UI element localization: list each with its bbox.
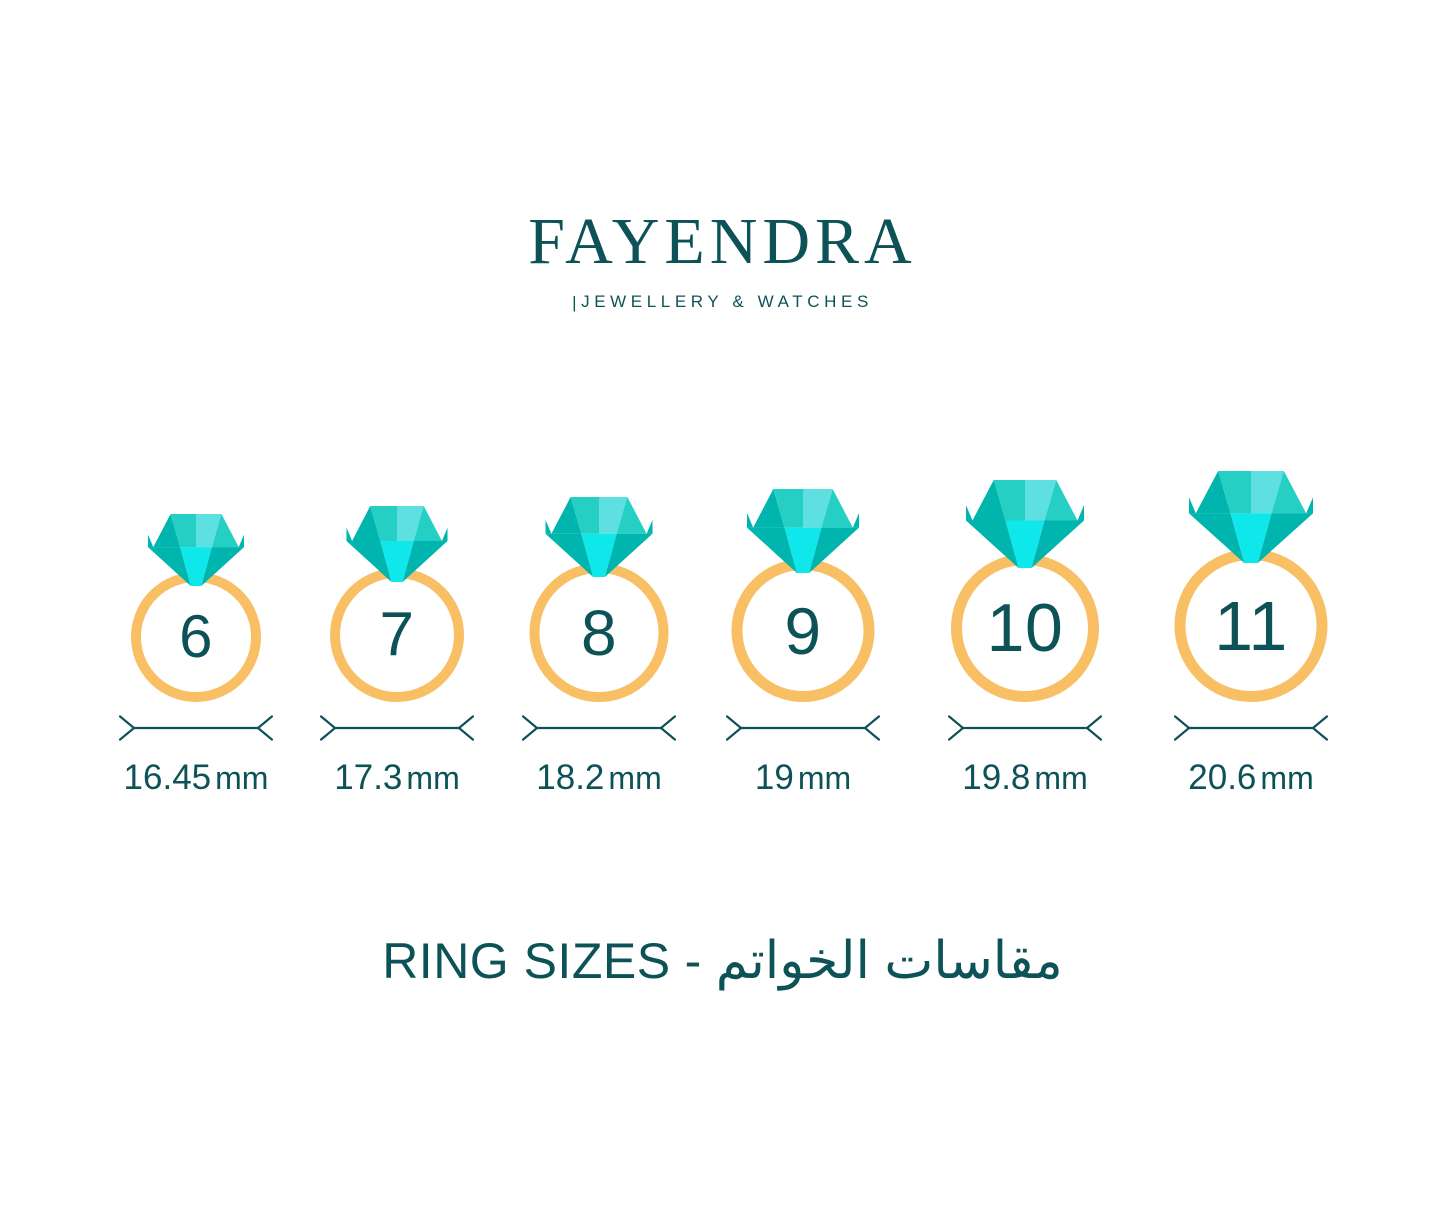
diameter-unit: mm <box>406 760 460 796</box>
diamond-icon <box>966 480 1084 568</box>
ring-size-column[interactable]: 10 19.8 mm <box>915 440 1135 820</box>
chart-title-arabic: مقاسات الخواتم <box>715 932 1063 990</box>
tagline-text: JEWELLERY & WATCHES <box>581 292 873 311</box>
ring-size-number: 10 <box>986 590 1064 666</box>
diameter-label: 20.6 mm <box>1141 758 1361 798</box>
tagline-bar-glyph: | <box>572 293 582 312</box>
chart-title-english: RING SIZES <box>382 933 671 989</box>
chart-title-separator: - <box>684 933 702 989</box>
diameter-value: 17.3 <box>334 758 403 797</box>
diameter-unit: mm <box>608 760 662 796</box>
diamond-icon <box>346 506 448 582</box>
diamond-icon <box>747 489 859 573</box>
ring-size-column[interactable]: 9 19 mm <box>693 440 913 820</box>
dimension-arrow <box>725 710 881 746</box>
diameter-value: 20.6 <box>1188 758 1257 797</box>
diameter-label: 18.2 mm <box>489 758 709 798</box>
diameter-value: 18.2 <box>536 758 605 797</box>
ring-size-number: 6 <box>179 603 213 670</box>
ring-size-number: 11 <box>1214 586 1288 665</box>
diamond-icon <box>148 514 244 586</box>
brand-name: FAYENDRA <box>528 205 917 278</box>
dimension-arrow <box>118 710 274 746</box>
ring-size-column[interactable]: 8 18.2 mm <box>489 440 709 820</box>
diameter-label: 16.45 mm <box>86 758 306 798</box>
diameter-unit: mm <box>1034 760 1088 796</box>
ring-size-number: 9 <box>784 593 822 668</box>
diameter-label: 19.8 mm <box>915 758 1135 798</box>
dimension-arrow <box>319 710 475 746</box>
diameter-label: 19 mm <box>693 758 913 798</box>
diameter-unit: mm <box>1260 760 1314 796</box>
ring-size-number: 7 <box>379 600 415 669</box>
dimension-arrow <box>1173 710 1329 746</box>
brand-logo: FAYENDRA |JEWELLERY & WATCHES <box>0 205 1445 313</box>
dimension-arrow <box>947 710 1103 746</box>
diameter-unit: mm <box>797 760 852 796</box>
diameter-label: 17.3 mm <box>287 758 507 798</box>
brand-tagline: |JEWELLERY & WATCHES <box>0 292 1445 312</box>
ring-size-number: 8 <box>580 596 618 669</box>
diamond-icon <box>545 497 653 577</box>
chart-title: RING SIZES - مقاسات الخواتم <box>0 930 1445 992</box>
ring-size-column[interactable]: 6 16.45 mm <box>86 440 306 820</box>
ring-size-column[interactable]: 11 20.6 mm <box>1141 440 1361 820</box>
ring-size-row: 6 16.45 mm 7 17.3 mm 8 18.2 mm 9 19 mm 10 19.8 mm 11 20.… <box>0 440 1445 820</box>
diameter-value: 19 <box>754 758 794 797</box>
diameter-value: 16.45 <box>123 758 212 797</box>
diameter-value: 19.8 <box>962 758 1031 797</box>
diameter-unit: mm <box>215 760 269 796</box>
diamond-icon <box>1189 471 1313 563</box>
dimension-arrow <box>521 710 677 746</box>
ring-size-column[interactable]: 7 17.3 mm <box>287 440 507 820</box>
